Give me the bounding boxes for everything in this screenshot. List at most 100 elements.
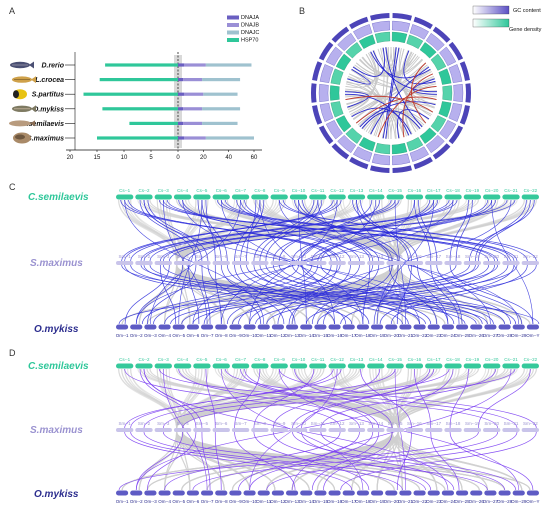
chromosome-label: Cs--16 [408, 188, 422, 193]
homolog-link [253, 368, 315, 429]
circos-plot [311, 13, 471, 173]
chromosome-bar [116, 490, 129, 496]
homolog-link [201, 431, 211, 491]
bar-dnajb [183, 121, 203, 125]
homolog-link [278, 199, 373, 262]
homolog-link [301, 431, 455, 491]
chromosome-bar [328, 490, 341, 496]
homolog-link [455, 199, 473, 262]
chromosome-label: Cs--8 [254, 188, 265, 193]
chromosome-ideogram [432, 26, 451, 43]
chromosome-label: Sm--15 [388, 421, 403, 426]
chromosome-label: Cs--18 [446, 188, 460, 193]
bar-dnaja [178, 121, 184, 125]
gene-density-track [442, 85, 453, 101]
chromosome-label: Cs--21 [504, 357, 518, 362]
chromosome-bar [342, 490, 355, 496]
gray-link [176, 264, 225, 325]
chromosome-label: Om--7 [201, 499, 214, 504]
homolog-link [302, 199, 390, 262]
legend-label: DNAJA [241, 15, 259, 21]
chromosome-label: Om--12 [270, 499, 286, 504]
chromosome-ideogram [459, 61, 470, 81]
red-link [355, 96, 437, 124]
chromosome-label: Om--6 [187, 499, 200, 504]
chromosome-bar [286, 490, 299, 496]
gray-link [121, 368, 178, 429]
bar-dnajb [183, 78, 203, 82]
bar-dnajc [205, 63, 252, 67]
chromosome-label: Sm--5 [196, 421, 209, 426]
chromosome-label: Sm--4 [176, 254, 189, 259]
chromosome-label: Cs--16 [408, 357, 422, 362]
legend-swatch [227, 15, 239, 20]
chromosome-label: Om--5 [172, 499, 185, 504]
gene-density-track [391, 31, 408, 44]
chromosome-bar [502, 363, 520, 369]
chromosome-label: Om--10 [242, 499, 258, 504]
chromosome-label: Om--19 [369, 333, 385, 338]
chromosome-bar [521, 261, 539, 265]
turbot-icon [13, 132, 31, 144]
homolog-link [232, 264, 476, 325]
synteny-links [118, 368, 537, 491]
panel-a: A D.rerio L.crocea S.partitus O.mykiss C.sem… [9, 6, 262, 161]
homolog-link [449, 264, 534, 325]
chromosome-bar [186, 324, 199, 330]
gene-density-track [358, 137, 376, 152]
gc-content-track [337, 134, 357, 153]
gene-density-label: Gene density [509, 27, 542, 33]
chromosome-label: Cs--10 [292, 357, 306, 362]
chromosome-bar [512, 324, 525, 330]
homolog-link [449, 368, 469, 429]
chromosome-label: Sm--11 [311, 254, 326, 259]
chromosome-label: Om--7 [201, 333, 214, 338]
panel-c: C C.semilaevis S.maximus O.mykiss Cs--1 C… [9, 182, 540, 338]
chromosome-bar [243, 324, 256, 330]
chromosome-bar [521, 194, 539, 200]
panel-d: D C.semilaevis S.maximus O.mykiss Cs--1 C… [9, 348, 540, 504]
chromosome-bar [444, 194, 462, 200]
tick-label: 10 [121, 155, 128, 161]
chromosome-label: Cs--7 [235, 188, 246, 193]
chromosome-ideogram [432, 143, 451, 160]
gene-density-track [438, 101, 452, 118]
chromosome-bar [300, 324, 313, 330]
homolog-link [292, 368, 435, 429]
homolog-link [376, 199, 435, 325]
bar-marks [83, 52, 254, 150]
chromosome-label: Cs--22 [524, 357, 538, 362]
chromosome-bar [314, 324, 327, 330]
chromosome-label: Sm--2 [138, 254, 151, 259]
chromosome-tracks: Cs--1 Cs--2 Cs--3 Cs--4 Cs--5 Cs--6 Cs--7 Cs--8… [116, 357, 540, 504]
gene-density-track [335, 53, 352, 71]
chromosome-label: Sm--2 [138, 421, 151, 426]
gc-content-track [448, 103, 463, 122]
gene-density-track [330, 101, 344, 118]
chromosome-bar [130, 490, 143, 496]
gray-link [369, 48, 385, 135]
chromosome-bar [251, 261, 269, 265]
species-label: O.mykiss [33, 106, 64, 113]
chromosome-bar [526, 324, 539, 330]
homolog-link [246, 199, 257, 262]
gc-content-track [392, 20, 411, 33]
homolog-link [265, 199, 323, 262]
homolog-link [278, 264, 494, 325]
chromosome-label: Cs--17 [427, 357, 441, 362]
chromosome-bar [444, 428, 462, 432]
species-label: S.maximus [27, 136, 64, 143]
red-link [377, 86, 437, 138]
gc-content-track [319, 103, 334, 122]
chromosome-label: Cs--4 [177, 357, 188, 362]
gc-content-track [337, 33, 357, 52]
homolog-link [159, 264, 177, 325]
chromosome-label: Sm--16 [407, 421, 422, 426]
chromosome-label: Om--11 [256, 333, 271, 338]
chromosome-bar [173, 261, 192, 265]
legend-label: DNAJC [241, 30, 259, 36]
bar-hsp70 [102, 107, 178, 111]
blue-link [345, 93, 410, 136]
gray-link [397, 368, 409, 429]
homolog-link [253, 199, 315, 262]
